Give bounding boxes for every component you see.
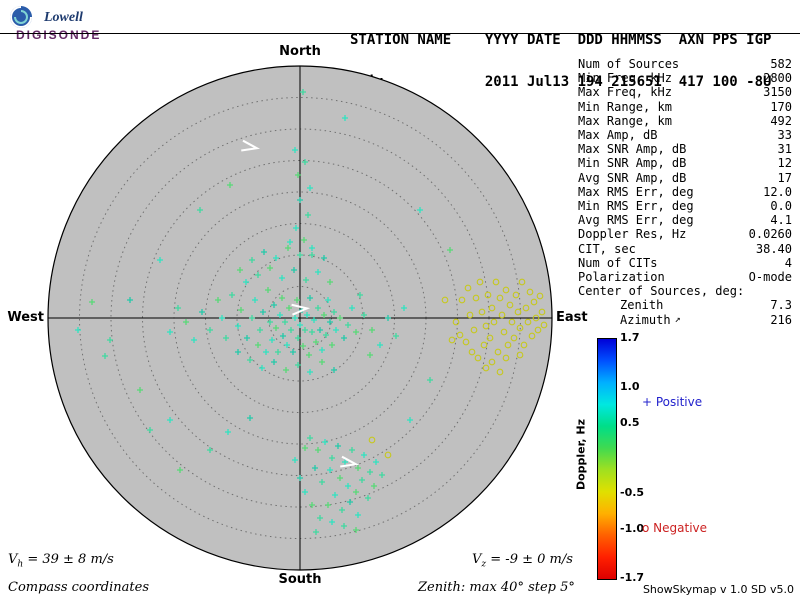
stats-list: Num of Sources 582 Min Freq, kHz 2800 Max Fr… <box>578 57 792 327</box>
vz-value: = -9 ± 0 m/s <box>486 552 573 567</box>
scatter-points <box>75 89 548 535</box>
stat-value: 7.3 <box>770 298 792 313</box>
stat-row: CIT, sec 38.40 <box>578 242 792 256</box>
stat-row: Min SNR Amp, dB 12 <box>578 156 792 170</box>
zenith-scale-label: Zenith: max 40° step 5° <box>418 580 575 595</box>
logo-name: Lowell <box>44 10 83 25</box>
stat-label: Doppler Res, Hz <box>578 227 687 242</box>
stat-row: Center of Sources, deg: <box>578 284 792 298</box>
stat-label: Center of Sources, deg: <box>578 284 745 299</box>
stat-row: Num of Sources 582 <box>578 57 792 71</box>
stat-label: Min Freq, kHz <box>578 71 672 86</box>
digisonde-swirl-icon <box>10 6 32 28</box>
legend-positive: + Positive <box>642 395 703 409</box>
stat-value: 3150 <box>763 85 792 100</box>
stat-label: Max RMS Err, deg <box>578 184 694 199</box>
stat-value: 17 <box>777 170 792 185</box>
stat-label: Min RMS Err, deg <box>578 199 694 214</box>
stat-value: 4.1 <box>770 213 792 228</box>
vz-subscript: z <box>481 559 487 570</box>
stat-label: Min Range, km <box>578 99 672 114</box>
skymap-axes <box>48 66 552 570</box>
stat-row: Max RMS Err, deg 12.0 <box>578 185 792 199</box>
compass-east-label: East <box>556 310 588 325</box>
stat-label: Max Range, km <box>578 113 672 128</box>
stat-value: 0.0 <box>770 199 792 214</box>
legend-negative: o Negative <box>642 521 708 535</box>
compass-west-label: West <box>7 310 44 325</box>
stat-value: O-mode <box>748 270 792 285</box>
stat-value: 12.0 <box>763 184 792 199</box>
stat-label: Avg SNR Amp, dB <box>578 170 687 185</box>
colorbar-title: Doppler, Hz <box>574 418 588 491</box>
stat-value: 12 <box>777 156 792 171</box>
colorbar-tick-label: 0.5 <box>620 415 640 429</box>
colorbar-tick-label: -1.7 <box>620 571 645 584</box>
stat-label: Max Amp, dB <box>578 128 658 143</box>
header-divider <box>0 33 800 34</box>
stat-value: 31 <box>777 142 792 157</box>
colorbar-tick-label: -1.0 <box>620 521 645 535</box>
vertical-velocity: Vz = -9 ± 0 m/s <box>472 552 573 570</box>
version-label: ShowSkymap v 1.0 SD v5.0 <box>642 583 794 596</box>
stat-label: Max Freq, kHz <box>578 85 672 100</box>
stat-row: Polarization O-mode <box>578 270 792 284</box>
horizontal-velocity: Vh = 39 ± 8 m/s <box>8 552 114 570</box>
stat-value: 38.40 <box>755 241 792 256</box>
stat-value: 492 <box>770 113 792 128</box>
stat-row: Max Freq, kHz 3150 <box>578 85 792 99</box>
stat-row: Azimuth ↗ 216 <box>578 313 792 327</box>
stat-row: Num of CITs 4 <box>578 256 792 270</box>
stat-value: 33 <box>777 128 792 143</box>
stat-label: Avg RMS Err, deg <box>578 213 694 228</box>
stat-value: 2800 <box>763 71 792 86</box>
stat-label: Polarization <box>578 270 665 285</box>
stat-value: 0.0260 <box>748 227 792 242</box>
stat-row: Zenith 7.3 <box>578 298 792 312</box>
compass-north-label: North <box>279 44 321 59</box>
vz-symbol: V <box>472 552 482 567</box>
colorbar-ticks: 1.7 1.0 0.5 -0.5 -1.0 -1.7 <box>620 331 660 584</box>
stat-label: Zenith <box>620 298 664 313</box>
stat-row: Avg RMS Err, deg 4.1 <box>578 213 792 227</box>
stat-row: Doppler Res, Hz 0.0260 <box>578 227 792 241</box>
header-columns: STATION NAME YYYY DATE DDD HHMMSS AXN PP… <box>350 32 772 48</box>
stat-row: Max Range, km 492 <box>578 114 792 128</box>
stat-label: Min SNR Amp, dB <box>578 156 687 171</box>
vh-value: = 39 ± 8 m/s <box>23 552 114 567</box>
stat-value: 170 <box>770 99 792 114</box>
lowell-digisonde-logo: Lowell DIGISONDE <box>8 4 128 44</box>
doppler-colorbar: Doppler, Hz 1.7 1.0 0.5 -0.5 -1.0 -1.7 <box>560 331 680 584</box>
skymap-plot <box>47 65 553 571</box>
vh-subscript: h <box>17 559 24 570</box>
compass-south-label: South <box>278 572 322 587</box>
stat-value: 4 <box>784 255 792 270</box>
vh-symbol: V <box>8 552 18 567</box>
stat-value: 582 <box>770 57 792 71</box>
stat-label: Num of CITs <box>578 255 658 270</box>
velocity-arrows <box>241 139 360 468</box>
stat-row: Avg SNR Amp, dB 17 <box>578 171 792 185</box>
stat-row: Min Freq, kHz 2800 <box>578 71 792 85</box>
colorbar-tick-label: -0.5 <box>620 486 645 500</box>
azimuth-arrow-icon: ↗ <box>674 313 681 325</box>
colorbar-gradient <box>597 338 617 580</box>
colorbar-tick-label: 1.0 <box>620 380 640 394</box>
logo-product: DIGISONDE <box>16 28 102 42</box>
stat-row: Min RMS Err, deg 0.0 <box>578 199 792 213</box>
stat-label: Num of Sources <box>578 57 680 71</box>
stat-row: Max Amp, dB 33 <box>578 128 792 142</box>
stat-label: Azimuth <box>620 312 671 327</box>
stat-value: 216 <box>770 312 792 327</box>
stat-row: Max SNR Amp, dB 31 <box>578 142 792 156</box>
stat-label: CIT, sec <box>578 241 636 256</box>
colorbar-tick-label: 1.7 <box>620 331 640 344</box>
stat-label: Max SNR Amp, dB <box>578 142 687 157</box>
coordinate-system-label: Compass coordinates <box>8 580 149 595</box>
stat-row: Min Range, km 170 <box>578 100 792 114</box>
